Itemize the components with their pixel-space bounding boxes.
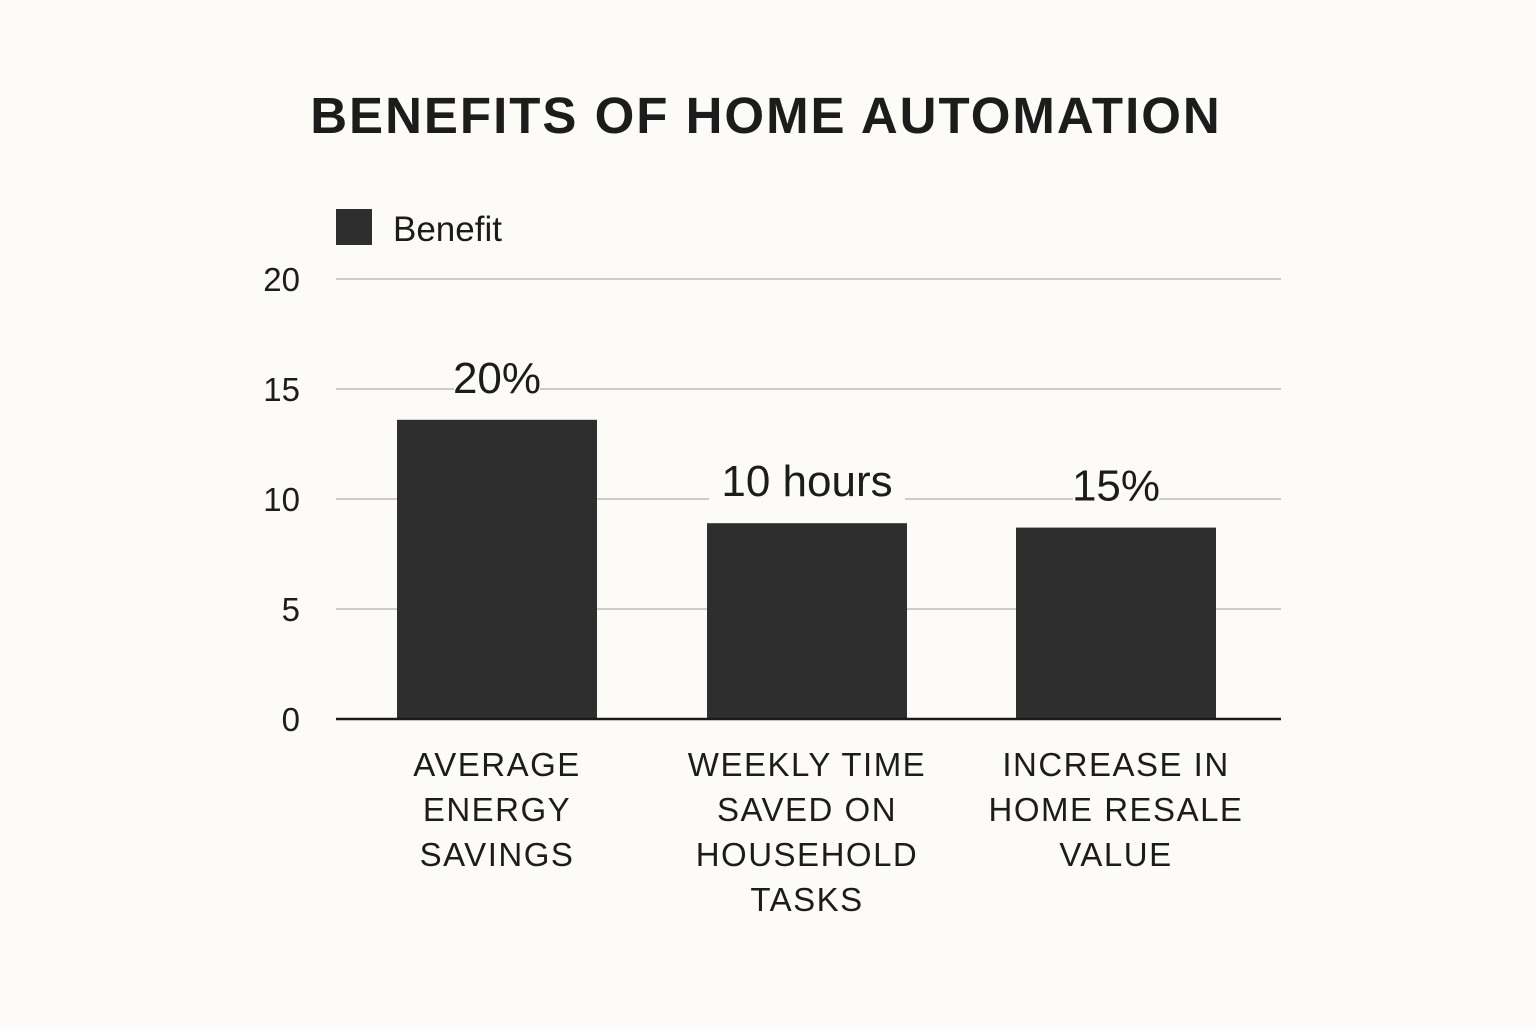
x-category-label-line: VALUE [1059,836,1172,873]
data-label: 10 hours [721,457,892,506]
data-label-group: 20% [453,354,541,403]
data-label-background [1073,462,1159,511]
legend-label: Benefit [393,210,502,249]
y-tick-label: 20 [263,261,300,298]
data-label: 20% [453,354,541,403]
x-category-label: AVERAGE ENERGY SAVINGS [413,746,581,873]
x-category-label-line: INCREASE IN [1002,746,1229,783]
y-tick-label: 5 [282,591,300,628]
x-category-label-line: HOUSEHOLD [696,836,919,873]
data-label-group: 10 hours [709,457,905,507]
y-tick-label: 15 [263,371,300,408]
legend-swatch [336,209,372,245]
x-axis-labels: AVERAGE ENERGY SAVINGS WEEKLY TIME SAVED ON H… [413,746,1244,918]
x-category-label-line: HOME RESALE [989,791,1244,828]
data-label-group: 15% [1072,462,1160,511]
y-axis-ticks: 0 5 10 15 20 [263,261,300,738]
x-category-label-line: SAVINGS [420,836,575,873]
chart-title: BENEFITS OF HOME AUTOMATION [310,87,1222,144]
bar [397,419,597,719]
legend: Benefit [336,209,502,249]
data-labels: 20% 10 hours 15% [453,354,1160,511]
x-category-label-line: AVERAGE [413,746,581,783]
x-category-label-line: ENERGY [423,791,571,828]
bar [707,523,907,719]
y-tick-label: 10 [263,481,300,518]
y-tick-label: 0 [282,701,300,738]
bars [336,419,1281,721]
data-label-background [709,458,905,507]
x-category-label: INCREASE IN HOME RESALE VALUE [989,746,1244,873]
x-category-label-line: TASKS [750,881,863,918]
x-category-label: WEEKLY TIME SAVED ON HOUSEHOLD TASKS [688,746,926,918]
x-category-label-line: WEEKLY TIME [688,746,926,783]
data-label: 15% [1072,462,1160,511]
data-label-background [454,354,540,403]
x-category-label-line: SAVED ON [717,791,897,828]
bar [1016,527,1216,719]
